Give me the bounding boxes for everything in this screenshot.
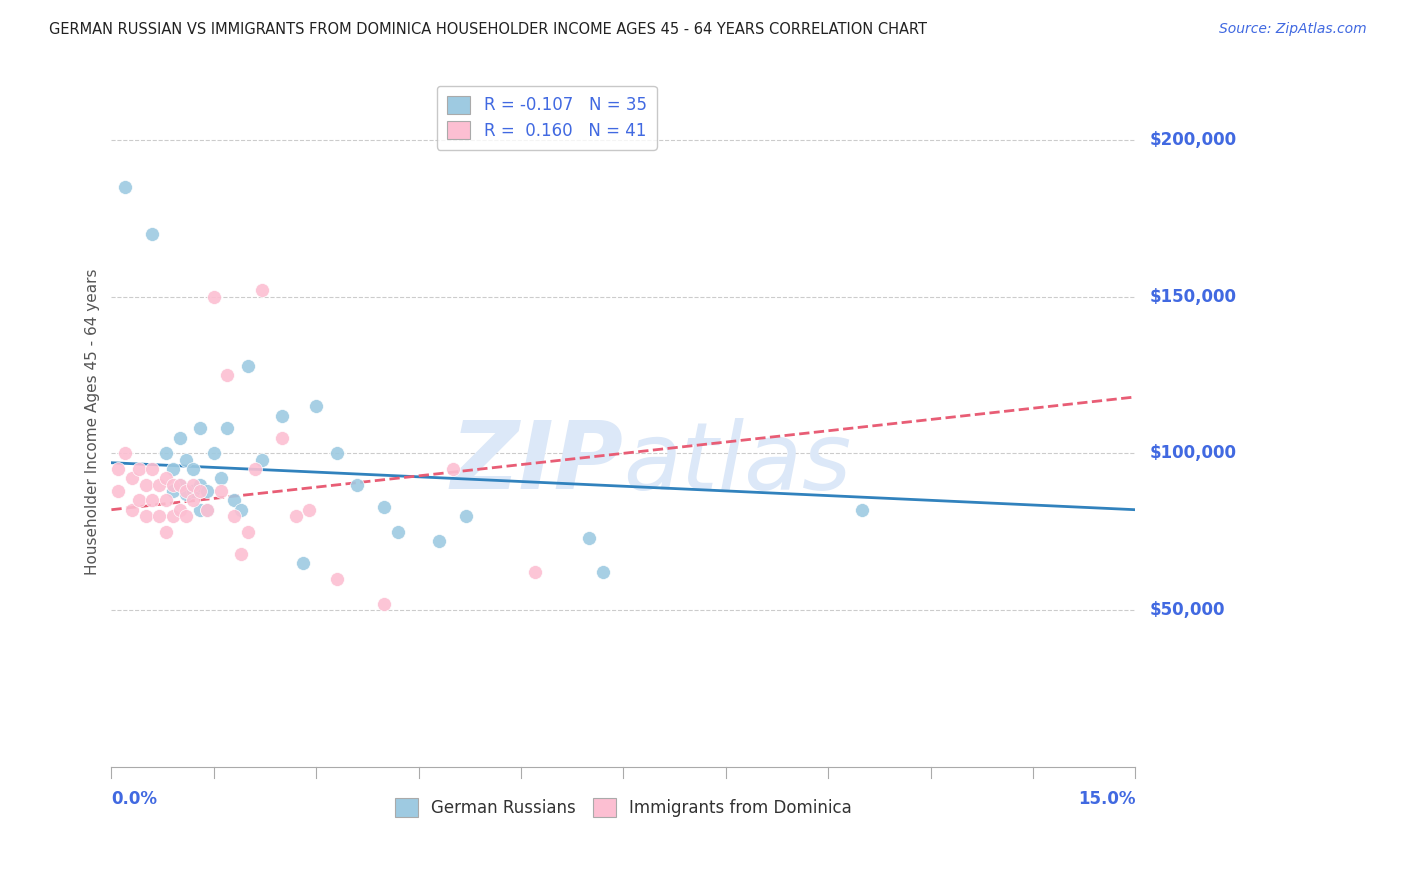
Point xyxy=(162,477,184,491)
Point xyxy=(169,431,191,445)
Text: GERMAN RUSSIAN VS IMMIGRANTS FROM DOMINICA HOUSEHOLDER INCOME AGES 45 - 64 YEARS: GERMAN RUSSIAN VS IMMIGRANTS FROM DOMINI… xyxy=(49,22,927,37)
Point xyxy=(325,572,347,586)
Point xyxy=(195,502,218,516)
Point xyxy=(155,446,177,460)
Point xyxy=(176,452,198,467)
Point xyxy=(188,502,211,516)
Point xyxy=(209,483,232,498)
Point xyxy=(441,462,464,476)
Point xyxy=(298,502,321,516)
Point xyxy=(217,421,239,435)
Point xyxy=(169,477,191,491)
Point xyxy=(188,477,211,491)
Text: Source: ZipAtlas.com: Source: ZipAtlas.com xyxy=(1219,22,1367,37)
Point xyxy=(181,477,204,491)
Point xyxy=(291,556,314,570)
Point xyxy=(141,462,163,476)
Point xyxy=(114,446,136,460)
Point xyxy=(162,483,184,498)
Point xyxy=(373,597,395,611)
Text: $50,000: $50,000 xyxy=(1149,601,1225,619)
Point xyxy=(162,508,184,523)
Point xyxy=(176,508,198,523)
Y-axis label: Householder Income Ages 45 - 64 years: Householder Income Ages 45 - 64 years xyxy=(86,268,100,575)
Text: 0.0%: 0.0% xyxy=(111,790,157,808)
Point xyxy=(195,483,218,498)
Point xyxy=(169,502,191,516)
Point xyxy=(181,483,204,498)
Legend: German Russians, Immigrants from Dominica: German Russians, Immigrants from Dominic… xyxy=(388,792,859,823)
Point xyxy=(250,452,273,467)
Point xyxy=(176,487,198,501)
Text: $150,000: $150,000 xyxy=(1149,288,1236,306)
Point xyxy=(148,477,170,491)
Point xyxy=(236,524,259,539)
Point xyxy=(523,566,546,580)
Point xyxy=(284,508,307,523)
Point xyxy=(373,500,395,514)
Text: $200,000: $200,000 xyxy=(1149,131,1236,149)
Point xyxy=(181,462,204,476)
Point xyxy=(243,462,266,476)
Point xyxy=(135,477,157,491)
Point xyxy=(107,483,129,498)
Text: 15.0%: 15.0% xyxy=(1078,790,1135,808)
Point xyxy=(107,462,129,476)
Point xyxy=(592,566,614,580)
Point xyxy=(851,502,873,516)
Point xyxy=(427,534,450,549)
Point xyxy=(155,524,177,539)
Point xyxy=(250,284,273,298)
Point xyxy=(224,508,246,523)
Point xyxy=(188,421,211,435)
Point xyxy=(141,493,163,508)
Point xyxy=(202,446,225,460)
Point xyxy=(271,431,294,445)
Point xyxy=(162,462,184,476)
Point xyxy=(224,493,246,508)
Point xyxy=(169,477,191,491)
Text: atlas: atlas xyxy=(623,417,852,508)
Point xyxy=(217,368,239,382)
Point xyxy=(114,180,136,194)
Point xyxy=(229,502,252,516)
Point xyxy=(128,462,150,476)
Point xyxy=(325,446,347,460)
Point xyxy=(181,493,204,508)
Point xyxy=(236,359,259,373)
Point xyxy=(121,471,143,485)
Point xyxy=(176,483,198,498)
Point xyxy=(578,531,600,545)
Point xyxy=(141,227,163,241)
Text: ZIP: ZIP xyxy=(450,417,623,509)
Point xyxy=(188,483,211,498)
Point xyxy=(202,290,225,304)
Point xyxy=(456,508,478,523)
Point xyxy=(229,547,252,561)
Point xyxy=(209,471,232,485)
Point xyxy=(135,508,157,523)
Point xyxy=(128,493,150,508)
Point xyxy=(305,400,328,414)
Point xyxy=(387,524,409,539)
Point xyxy=(121,502,143,516)
Point xyxy=(148,508,170,523)
Text: $100,000: $100,000 xyxy=(1149,444,1236,462)
Point xyxy=(155,471,177,485)
Point xyxy=(346,477,368,491)
Point xyxy=(195,502,218,516)
Point xyxy=(155,493,177,508)
Point xyxy=(271,409,294,423)
